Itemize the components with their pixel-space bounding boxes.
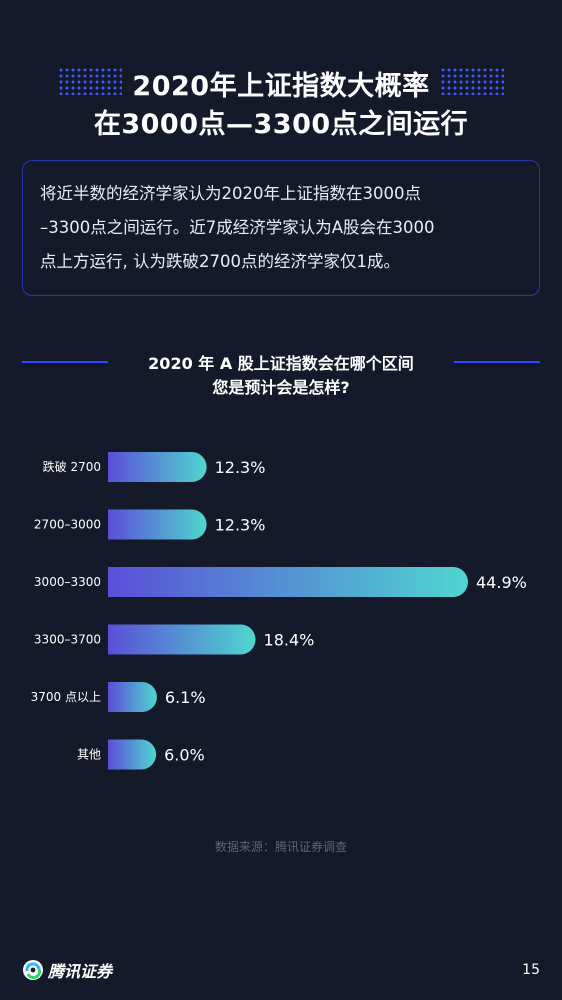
category-label: 2700–3000	[34, 518, 101, 532]
page-title-line-2: 在3000点—3300点之间运行	[93, 109, 469, 140]
bar	[108, 739, 157, 770]
value-label: 12.3%	[215, 516, 266, 535]
category-label: 3300–3700	[34, 633, 101, 647]
value-label: 18.4%	[264, 631, 315, 650]
page-title-line-1: 2020年上证指数大概率	[132, 71, 430, 102]
value-label: 6.0%	[164, 746, 205, 765]
bar-chart: 跌破 2700 12.3% 2700–3000 12.3% 3000–3300 44.9%…	[31, 452, 527, 770]
heading-rule-right	[454, 361, 540, 363]
heading-rule-left	[22, 361, 108, 363]
dot-pattern-left	[58, 67, 122, 95]
bar	[108, 509, 207, 540]
category-label: 3700 点以上	[31, 690, 101, 704]
category-label: 其他	[77, 748, 101, 762]
category-label: 跌破 2700	[43, 459, 101, 474]
category-label: 3000–3300	[34, 575, 101, 589]
data-source: 数据来源：腾讯证券调查	[214, 840, 347, 854]
value-label: 44.9%	[476, 573, 527, 592]
page-number: 15	[522, 962, 540, 978]
bar	[108, 682, 157, 712]
bar	[108, 624, 256, 655]
summary-box: 将近半数的经济学家认为2020年上证指数在3000点 –3300点之间运行。近7…	[22, 160, 540, 296]
chart-heading: 2020 年 A 股上证指数会在哪个区间 您是预计会是怎样?	[0, 346, 562, 408]
bar	[108, 567, 468, 597]
summary-line-3: 点上方运行, 认为跌破2700点的经济学家仅1成。	[40, 252, 400, 271]
brand-logo: 腾讯证券	[22, 958, 112, 982]
value-label: 6.1%	[165, 688, 206, 707]
value-label: 12.3%	[215, 458, 266, 477]
chart-question-line-2: 您是预计会是怎样?	[212, 378, 350, 397]
chart-question-line-1: 2020 年 A 股上证指数会在哪个区间	[148, 354, 414, 373]
bar	[108, 452, 207, 482]
title-block: 2020年上证指数大概率 在3000点—3300点之间运行	[0, 58, 562, 148]
summary-line-1: 将近半数的经济学家认为2020年上证指数在3000点	[40, 184, 421, 203]
tencent-logo-icon	[23, 960, 43, 980]
summary-line-2: –3300点之间运行。近7成经济学家认为A股会在3000	[40, 218, 435, 237]
brand-name: 腾讯证券	[48, 962, 113, 981]
dot-pattern-right	[440, 67, 504, 95]
